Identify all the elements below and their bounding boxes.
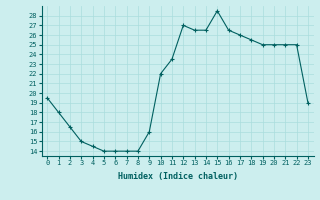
X-axis label: Humidex (Indice chaleur): Humidex (Indice chaleur) (118, 172, 237, 181)
